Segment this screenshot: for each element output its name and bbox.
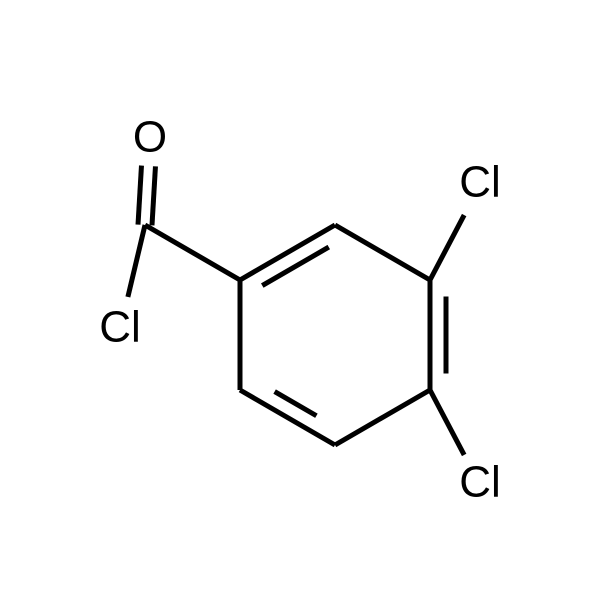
- atom-label-cl3: Cl: [459, 458, 501, 507]
- molecule-canvas: O Cl Cl Cl: [0, 0, 600, 600]
- atom-label-o: O: [133, 113, 167, 162]
- atom-label-cl2: Cl: [459, 158, 501, 207]
- atom-label-cl1: Cl: [99, 303, 141, 352]
- chemical-structure: O Cl Cl Cl: [0, 0, 600, 600]
